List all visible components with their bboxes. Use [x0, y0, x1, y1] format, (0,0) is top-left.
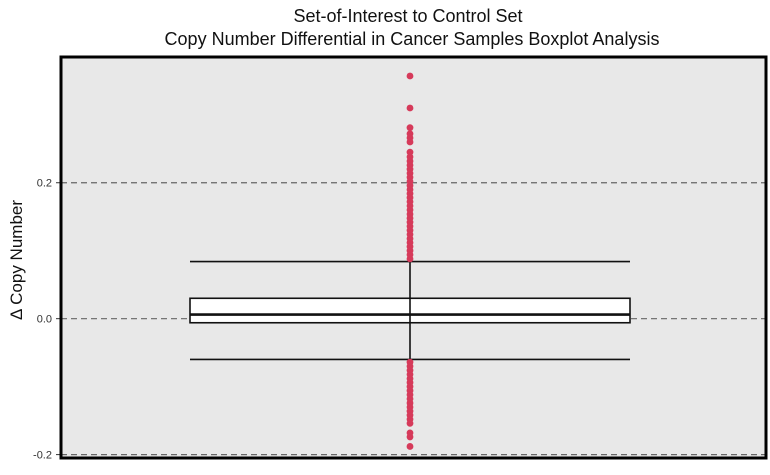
chart-title: Set-of-Interest to Control Set — [293, 6, 522, 26]
plot-panel — [61, 57, 766, 458]
outlier-point — [406, 138, 414, 146]
outlier-point — [406, 124, 414, 132]
y-tick-label: 0.2 — [37, 178, 52, 190]
panel-frame — [59, 55, 768, 460]
outlier-point — [406, 443, 414, 450]
outlier-point — [406, 72, 414, 80]
outlier-point — [406, 255, 414, 263]
outlier-point — [406, 104, 414, 112]
chart-subtitle: Copy Number Differential in Cancer Sampl… — [165, 29, 660, 49]
y-tick-label: -0.2 — [33, 450, 52, 462]
outlier-points — [406, 72, 414, 450]
outlier-point — [406, 148, 414, 156]
y-axis-label: Δ Copy Number — [7, 200, 26, 320]
box-and-whiskers — [189, 260, 631, 361]
outlier-point — [406, 433, 414, 441]
y-tick-label: 0.0 — [37, 314, 52, 326]
y-axis-ticks: -0.2 0.0 0.2 — [33, 178, 61, 462]
outlier-point — [406, 419, 414, 427]
